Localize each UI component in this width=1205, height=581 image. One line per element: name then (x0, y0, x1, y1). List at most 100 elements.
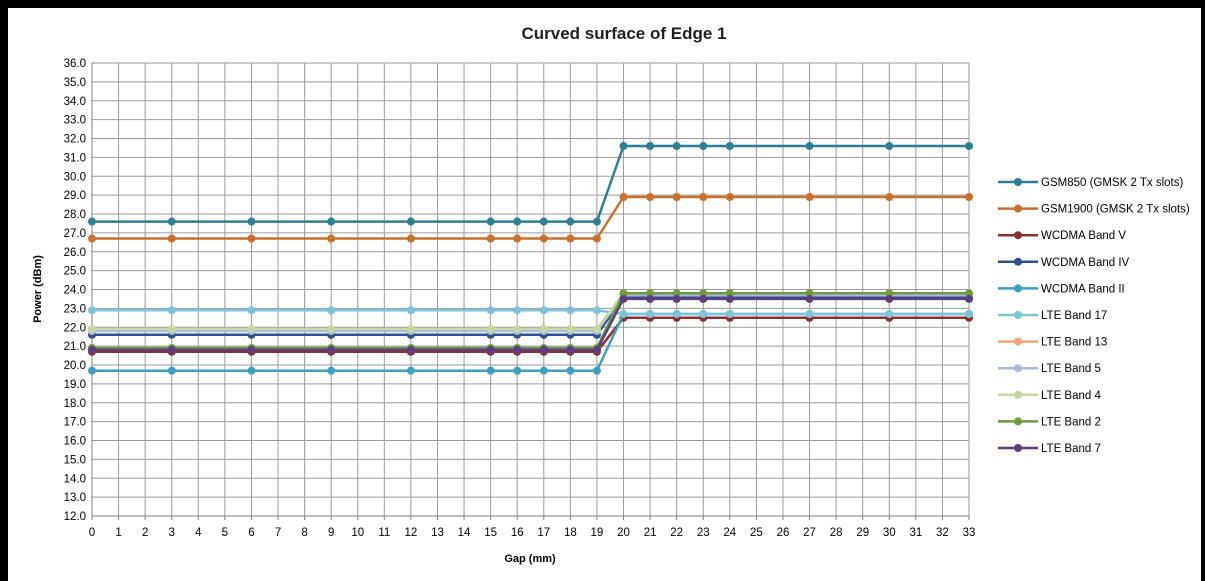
data-point (327, 325, 336, 334)
data-point (247, 325, 256, 334)
data-point (672, 289, 681, 298)
legend-label: GSM1900 (GMSK 2 Tx slots) (1041, 204, 1190, 216)
data-point (539, 234, 548, 243)
data-point (539, 366, 548, 375)
data-point (965, 289, 973, 298)
data-point (247, 345, 256, 354)
x-tick-label: 9 (328, 527, 334, 539)
data-point (486, 217, 495, 226)
series-line (92, 312, 969, 372)
data-point (805, 289, 814, 298)
data-point (592, 345, 601, 354)
x-tick-label: 6 (248, 527, 254, 539)
data-point (539, 345, 548, 354)
series-1 (88, 193, 973, 243)
grid (91, 62, 970, 520)
legend-item: WCDMA Band II (998, 283, 1125, 295)
x-tick-label: 20 (617, 527, 630, 539)
data-point (247, 306, 256, 315)
data-point (486, 306, 495, 315)
x-tick-label: 14 (458, 527, 471, 539)
data-point (513, 325, 522, 334)
y-axis-label: Power (dBm) (32, 255, 44, 323)
y-tick-label: 16.0 (64, 436, 86, 448)
legend-label: WCDMA Band V (1041, 230, 1126, 242)
data-point (805, 193, 814, 202)
legend-item: WCDMA Band IV (998, 257, 1130, 269)
legend-item: WCDMA Band V (998, 230, 1126, 242)
x-tick-label: 2 (142, 527, 148, 539)
data-point (167, 345, 176, 354)
y-tick-label: 12.0 (64, 511, 86, 523)
series-10 (88, 294, 973, 354)
x-tick-label: 26 (777, 527, 790, 539)
data-point (646, 310, 655, 319)
data-point (167, 366, 176, 375)
data-point (699, 294, 708, 303)
data-point (406, 306, 415, 315)
data-point (592, 234, 601, 243)
y-tick-label: 13.0 (64, 492, 86, 504)
x-tick-label: 19 (591, 527, 604, 539)
data-point (167, 217, 176, 226)
series-line (92, 316, 969, 354)
x-axis-label: Gap (mm) (504, 553, 556, 565)
y-tick-label: 28.0 (64, 209, 86, 221)
data-point (699, 289, 708, 298)
data-point (592, 366, 601, 375)
y-tick-label: 14.0 (64, 473, 86, 485)
data-point (805, 294, 814, 303)
data-point (566, 306, 575, 315)
data-point (486, 345, 495, 354)
series-line (92, 293, 969, 333)
x-tick-label: 22 (670, 527, 683, 539)
y-tick-label: 23.0 (64, 303, 86, 315)
data-point (672, 142, 681, 151)
data-point (486, 366, 495, 375)
y-tick-label: 15.0 (64, 454, 86, 466)
data-point (406, 345, 415, 354)
data-point (406, 234, 415, 243)
legend-label: WCDMA Band II (1041, 283, 1125, 295)
data-point (566, 234, 575, 243)
data-point (486, 325, 495, 334)
data-point (646, 142, 655, 151)
data-point (327, 366, 336, 375)
x-tick-label: 27 (803, 527, 816, 539)
data-point (513, 306, 522, 315)
data-point (619, 294, 628, 303)
x-tick-label: 23 (697, 527, 710, 539)
data-point (327, 234, 336, 243)
x-tick-label: 32 (936, 527, 949, 539)
legend-label: GSM850 (GMSK 2 Tx slots) (1041, 177, 1183, 189)
x-tick-label: 7 (275, 527, 281, 539)
legend-swatch-marker (1014, 364, 1022, 373)
y-tick-label: 33.0 (64, 115, 86, 127)
data-point (885, 142, 894, 151)
legend-swatch-marker (1014, 444, 1022, 452)
chart-title: Curved surface of Edge 1 (521, 24, 726, 43)
data-point (539, 306, 548, 315)
data-point (699, 193, 708, 202)
y-tick-label: 24.0 (64, 285, 86, 297)
data-point (88, 217, 96, 226)
legend-label: LTE Band 4 (1041, 390, 1101, 402)
legend-label: LTE Band 7 (1041, 443, 1101, 455)
y-tick-label: 35.0 (64, 77, 86, 89)
legend-swatch-marker (1014, 204, 1022, 213)
x-tick-label: 25 (750, 527, 763, 539)
x-tick-label: 16 (511, 527, 524, 539)
data-point (486, 234, 495, 243)
legend-label: LTE Band 5 (1041, 363, 1101, 375)
data-point (88, 366, 96, 375)
legend-item: GSM1900 (GMSK 2 Tx slots) (998, 204, 1190, 216)
y-tick-label: 21.0 (64, 341, 86, 353)
data-point (725, 193, 734, 202)
y-tick-label: 17.0 (64, 417, 86, 429)
y-tick-label: 25.0 (64, 266, 86, 278)
series-lines (88, 142, 973, 375)
x-axis-ticks: 0 1 2 3 4 5 6 7 8 9 10 11 12 13 14 15 16 17 18 19 20 21 22 23 24… (89, 527, 976, 539)
data-point (247, 366, 256, 375)
legend-item: LTE Band 13 (998, 337, 1107, 349)
